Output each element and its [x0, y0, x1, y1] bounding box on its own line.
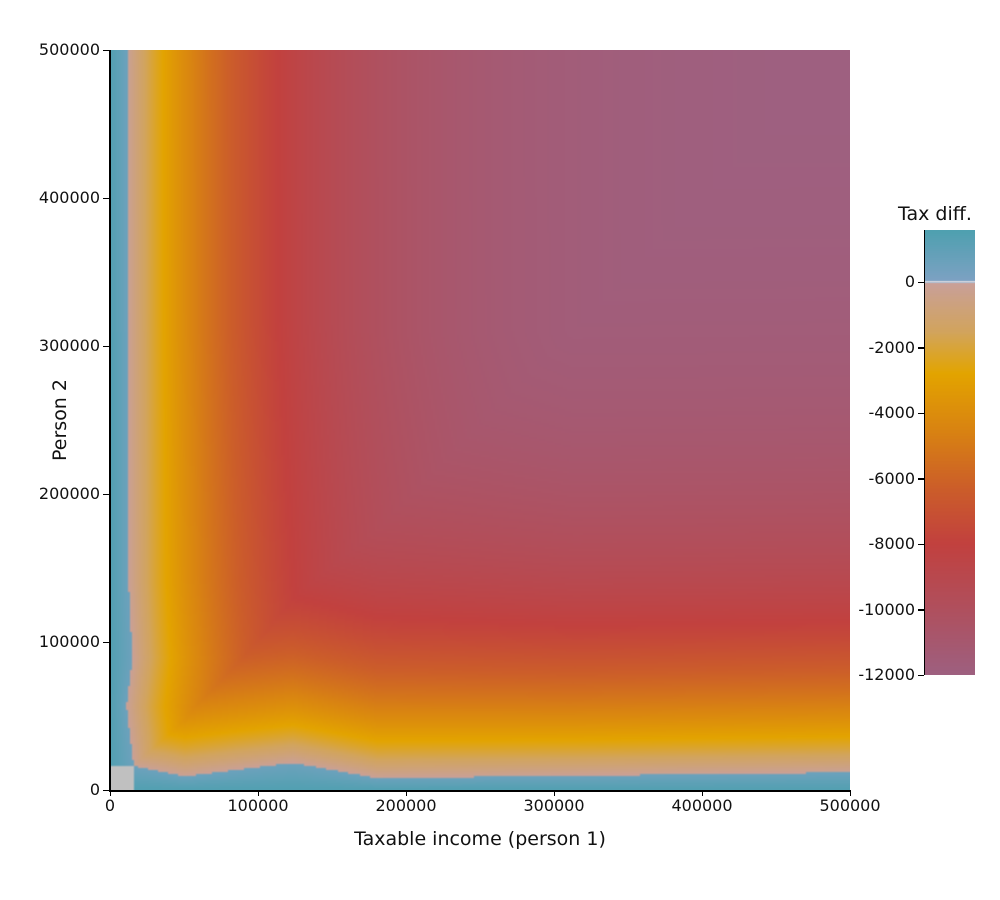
y-tick	[103, 641, 109, 643]
x-tick	[109, 790, 111, 796]
x-tick	[849, 790, 851, 796]
y-axis-spine	[109, 50, 111, 791]
colorbar-tick-label: -8000	[868, 534, 916, 554]
y-tick	[103, 49, 109, 51]
x-tick	[701, 790, 703, 796]
colorbar-spine	[924, 230, 925, 675]
colorbar-tick	[918, 412, 924, 415]
colorbar-tick	[918, 609, 924, 611]
colorbar-tick-label: -6000	[868, 468, 916, 488]
x-tick	[257, 790, 259, 796]
colorbar-gradient	[925, 230, 975, 675]
colorbar-tick-label: -4000	[868, 403, 916, 423]
y-axis-label: Person 2	[49, 379, 71, 461]
colorbar-tick-label: 0	[904, 272, 915, 292]
x-tick	[405, 790, 407, 796]
y-tick-label: 200000	[38, 484, 100, 503]
colorbar-tick-label: -10000	[858, 599, 915, 619]
colorbar-tick-label: -2000	[868, 337, 916, 357]
x-axis-spine	[109, 790, 850, 792]
y-tick-label: 500000	[38, 40, 100, 59]
colorbar-tick	[918, 281, 924, 284]
colorbar	[925, 230, 975, 675]
x-tick-label: 400000	[671, 796, 733, 815]
colorbar-title: Tax diff.	[898, 203, 972, 225]
y-tick	[103, 345, 109, 347]
y-tick	[103, 197, 109, 199]
colorbar-tick	[918, 478, 924, 480]
y-tick	[103, 493, 109, 495]
x-tick-label: 0	[104, 796, 116, 815]
colorbar-tick	[918, 543, 924, 546]
heatmap-canvas	[110, 50, 850, 790]
y-tick-label: 100000	[38, 632, 100, 651]
colorbar-tick-label: -12000	[858, 665, 915, 684]
x-tick-label: 300000	[523, 796, 585, 815]
x-tick	[553, 790, 555, 796]
y-tick-label: 0	[89, 780, 100, 799]
x-tick-label: 200000	[375, 796, 437, 815]
x-tick-label: 500000	[819, 796, 881, 815]
x-axis-label: Taxable income (person 1)	[354, 828, 606, 850]
heatmap-plot-area	[110, 50, 850, 790]
colorbar-tick	[918, 347, 924, 349]
y-tick-label: 400000	[38, 188, 100, 207]
y-tick-label: 300000	[38, 336, 100, 355]
y-tick	[103, 789, 109, 791]
colorbar-tick	[918, 674, 924, 676]
x-tick-label: 100000	[227, 796, 289, 815]
